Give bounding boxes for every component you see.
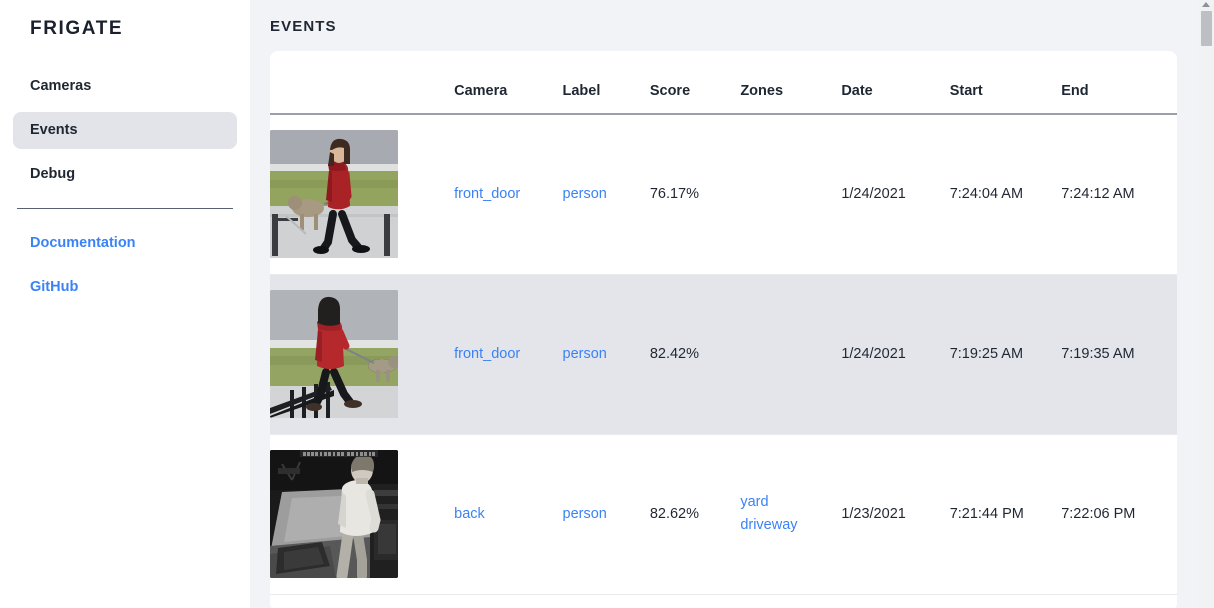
sidebar-link-github[interactable]: GitHub (30, 279, 79, 295)
event-start-value: 7:24:04 AM (949, 186, 1024, 203)
brand-title: FRIGATE (30, 18, 124, 39)
event-zones-cell (740, 274, 842, 435)
event-score-cell: 76.17% (649, 114, 741, 275)
event-zone-link-driveway[interactable]: driveway (740, 517, 798, 533)
column-header-zones: Zones (740, 51, 842, 115)
page-scrollbar[interactable] (1199, 0, 1214, 608)
event-zones-cell: yard driveway (740, 434, 842, 595)
table-row[interactable]: back person 82.62% yard driveway (270, 434, 1177, 595)
column-header-thumbnail (270, 51, 455, 115)
event-end-cell: 7:19:35 AM (1061, 274, 1177, 435)
event-thumbnail-cell (270, 114, 455, 275)
event-camera-link[interactable]: front_door (454, 186, 521, 203)
events-table: Camera Label Score Zones Date Start End (270, 51, 1177, 595)
event-score-value: 82.42% (649, 346, 700, 362)
event-date-cell: 1/23/2021 (841, 434, 950, 595)
event-label-link[interactable]: person (562, 346, 607, 362)
event-score-value: 82.62% (649, 506, 700, 522)
event-label-cell: person (562, 434, 650, 595)
event-date-cell: 1/24/2021 (841, 114, 950, 275)
event-start-value: 7:19:25 AM (949, 346, 1024, 362)
scroll-up-arrow-icon[interactable] (1202, 2, 1210, 7)
event-end-cell: 7:22:06 PM (1061, 434, 1177, 595)
event-score-value: 76.17% (649, 186, 700, 203)
column-header-score: Score (649, 51, 741, 115)
event-zone-link-yard[interactable]: yard (740, 493, 769, 510)
sidebar-item-cameras[interactable]: Cameras (30, 78, 92, 94)
column-header-camera: Camera (454, 51, 563, 115)
event-thumbnail-image[interactable] (270, 130, 398, 259)
event-start-cell: 7:24:04 AM (949, 114, 1062, 275)
event-label-cell: person (562, 114, 650, 275)
sidebar-link-documentation[interactable]: Documentation (30, 235, 136, 251)
event-date-value: 1/24/2021 (841, 346, 906, 362)
sidebar-divider (17, 208, 233, 209)
events-card: Camera Label Score Zones Date Start End (270, 51, 1177, 608)
event-thumbnail-cell (270, 434, 455, 595)
event-camera-cell: back (454, 434, 563, 595)
column-header-date: Date (841, 51, 950, 115)
event-score-cell: 82.62% (649, 434, 741, 595)
event-start-value: 7:21:44 PM (949, 506, 1024, 522)
table-header-row: Camera Label Score Zones Date Start End (270, 51, 1177, 115)
sidebar: FRIGATE Cameras Events Debug Documentati… (0, 0, 250, 608)
events-table-body: front_door person 76.17% 1/24/2021 (270, 114, 1177, 595)
event-zones-cell (740, 114, 842, 275)
event-camera-link[interactable]: front_door (454, 346, 521, 362)
main-content: EVENTS Camera Label Score Zones Date Sta… (250, 0, 1214, 608)
event-date-value: 1/24/2021 (841, 186, 906, 203)
sidebar-item-debug[interactable]: Debug (30, 166, 76, 182)
event-thumbnail-image[interactable] (270, 290, 398, 418)
event-camera-link[interactable]: back (454, 506, 485, 522)
event-start-cell: 7:21:44 PM (949, 434, 1062, 595)
event-date-cell: 1/24/2021 (841, 274, 950, 435)
event-end-value: 7:22:06 PM (1061, 506, 1136, 522)
page-title: EVENTS (270, 18, 337, 35)
event-start-cell: 7:19:25 AM (949, 274, 1062, 435)
event-label-link[interactable]: person (562, 506, 607, 522)
event-thumbnail-image[interactable] (270, 450, 398, 578)
event-label-link[interactable]: person (562, 186, 607, 203)
table-row[interactable]: front_door person 76.17% 1/24/2021 (270, 114, 1177, 275)
column-header-end: End (1061, 51, 1177, 115)
event-end-value: 7:24:12 AM (1061, 186, 1135, 203)
column-header-start: Start (949, 51, 1062, 115)
event-camera-cell: front_door (454, 114, 563, 275)
events-table-header: Camera Label Score Zones Date Start End (270, 51, 1177, 115)
event-end-value: 7:19:35 AM (1061, 346, 1135, 362)
scrollbar-thumb[interactable] (1201, 11, 1212, 46)
event-label-cell: person (562, 274, 650, 435)
event-thumbnail-cell (270, 274, 455, 435)
event-score-cell: 82.42% (649, 274, 741, 435)
event-camera-cell: front_door (454, 274, 563, 435)
event-end-cell: 7:24:12 AM (1061, 114, 1177, 275)
column-header-label: Label (562, 51, 650, 115)
table-row[interactable]: front_door person 82.42% 1/24/2021 (270, 274, 1177, 435)
event-date-value: 1/23/2021 (841, 506, 906, 522)
sidebar-item-events[interactable]: Events (13, 112, 237, 149)
